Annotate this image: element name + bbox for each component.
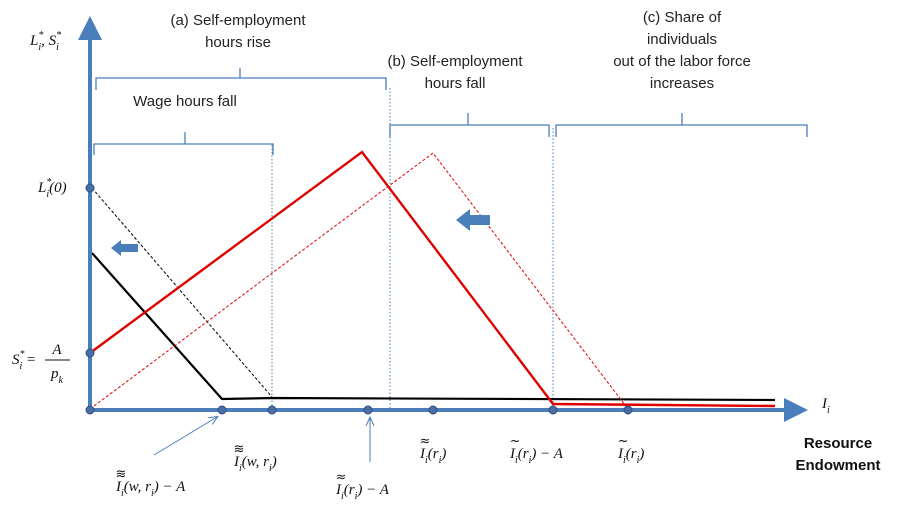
math-part: L [37, 180, 46, 196]
guides [271, 88, 554, 410]
math-part: i [151, 488, 154, 499]
x-value-label: Ii(ri) [419, 446, 446, 466]
math-part: i [529, 455, 532, 466]
y-value-label: S* i = [12, 349, 36, 372]
fraction-numerator: A [51, 342, 62, 358]
math-part: (w, r [124, 479, 151, 495]
points [85, 183, 633, 415]
braces [93, 68, 808, 155]
self-dashed [89, 152, 629, 410]
x-value-label: Ii(w, ri) − A [115, 479, 186, 499]
math-part: (r [428, 446, 439, 462]
math-part: i [269, 463, 272, 474]
math-part: i [56, 42, 59, 53]
math-part: i [515, 455, 518, 466]
math-part: (w, r [242, 454, 269, 470]
x-axis-title: Endowment [796, 457, 881, 474]
math-part: = [22, 352, 36, 368]
x-value-accent: ≋ [234, 442, 245, 457]
math-part: ) [440, 446, 446, 462]
math-part: i [38, 42, 41, 53]
math-part: I [115, 479, 122, 495]
math-part: I [233, 454, 240, 470]
y-axis-label: L* i, S* i [29, 30, 61, 53]
x-value-label: Ii(ri) − A [335, 482, 390, 502]
x-value-accent: ≈ [336, 470, 347, 485]
x-value-accent: ~ [618, 434, 629, 449]
math-part: ) [638, 446, 644, 462]
math-part: p [50, 366, 59, 382]
math-part: I [617, 446, 624, 462]
math-part: i [46, 189, 49, 200]
y-value-label: L* i(0) [37, 177, 67, 200]
math-part: ) − A [356, 482, 389, 498]
math-part: I [335, 482, 342, 498]
shift-arrow [111, 240, 138, 256]
x-value-label: Ii(ri) − A [509, 446, 564, 466]
math-part: i [355, 491, 358, 502]
math-part: ) − A [153, 479, 186, 495]
region-label: (a) Self-employment [170, 12, 306, 29]
math-part: (0) [49, 180, 67, 196]
math-part: i [637, 455, 640, 466]
math-part: S [12, 352, 20, 368]
region-label: individuals [647, 31, 717, 48]
shift-arrow [456, 209, 490, 231]
x-axis-label: Ii [821, 396, 830, 416]
math-part: i [239, 463, 242, 474]
x-axis-title: Resource [804, 435, 872, 452]
math-part: i [20, 361, 23, 372]
math-part: i [341, 491, 344, 502]
region-label: hours rise [205, 34, 271, 51]
math-part: * [56, 30, 61, 41]
math-part: (r [518, 446, 529, 462]
fraction-denominator: pk [50, 366, 64, 386]
math-part: i [121, 488, 124, 499]
math-part: I [509, 446, 516, 462]
math-part: ) [271, 454, 277, 470]
math-part: * [46, 177, 51, 188]
math-part: * [20, 349, 25, 360]
x-value-accent: ≈ [420, 434, 431, 449]
region-label: out of the labor force [613, 53, 751, 70]
math-part: i [623, 455, 626, 466]
pointer [153, 417, 217, 456]
region-label: Wage hours fall [133, 93, 237, 110]
self-solid [89, 150, 776, 408]
math-part: (r [626, 446, 637, 462]
x-value-accent: ≋ [116, 467, 127, 482]
region-label: hours fall [425, 75, 486, 92]
math-part: i [425, 455, 428, 466]
math-part: * [38, 30, 43, 41]
math-part: L [29, 33, 38, 49]
wage-solid [91, 252, 776, 402]
math-part: i [827, 405, 830, 416]
math-part: I [419, 446, 426, 462]
math-part: ) − A [530, 446, 563, 462]
region-label: (b) Self-employment [387, 53, 523, 70]
x-value-accent: ~ [510, 434, 521, 449]
x-value-label: Ii(ri) [617, 446, 644, 466]
region-label: (c) Share of [643, 9, 722, 26]
math-part: k [59, 375, 64, 386]
region-label: increases [650, 75, 714, 92]
wage-dashed [91, 187, 273, 398]
math-part: I [821, 396, 828, 412]
math-part: (r [344, 482, 355, 498]
math-part: , S [41, 33, 57, 49]
math-part: i [439, 455, 442, 466]
x-value-label: Ii(w, ri) [233, 454, 277, 474]
